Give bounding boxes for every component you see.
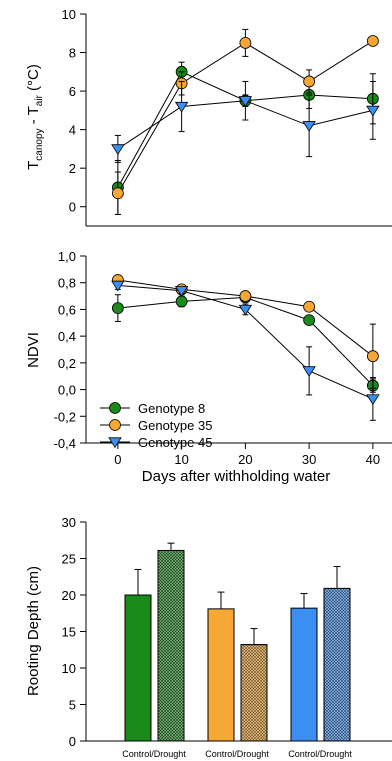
panel-temperature-frame <box>85 14 392 227</box>
1-y-tick-label: 0,4 <box>58 329 76 344</box>
temperature-point-g45 <box>238 96 253 107</box>
temperature-point-g45 <box>302 121 316 132</box>
rooting-depth-y-ticks: 0 5 10 15 20 25 30 <box>62 515 86 749</box>
temperature-point-g35 <box>303 75 316 88</box>
rooting-depth-x-labels: Control/Drought Control/Drought Control/Dr… <box>122 749 352 759</box>
legend-item-g8: Genotype 8 <box>100 401 205 416</box>
ndvi-point-g8 <box>175 295 188 308</box>
ndvi-point-g35 <box>303 300 316 313</box>
panel-ndvi-frame <box>85 256 392 444</box>
ndvi-y-axis-label: NDVI <box>25 332 42 368</box>
legend-item-g45: Genotype 45 <box>100 435 212 450</box>
bar-group1-drought <box>240 628 268 742</box>
temperature-point-g35 <box>366 35 379 47</box>
bar-hatch <box>323 587 351 742</box>
temperature-point-g45 <box>366 105 380 117</box>
0-y-tick-label: 2 <box>69 161 76 176</box>
legend-label: Genotype 35 <box>138 418 212 433</box>
ndvi-x-ticks: 0 10 20 30 40 <box>114 443 380 467</box>
ndvi-point-g45 <box>111 280 125 292</box>
2-y-tick-label: 10 <box>62 661 76 676</box>
bar-group0-drought <box>157 542 185 742</box>
ndvi-point-g8 <box>303 314 316 327</box>
temperature-point-g45 <box>111 144 125 156</box>
ndvi-point-g35 <box>366 350 379 363</box>
ndvi-series-g35 <box>111 274 379 389</box>
1-y-tick-label: 0,0 <box>58 383 76 398</box>
temperature-y-axis-label: Tcanopy - Tair (°C) <box>25 64 45 170</box>
legend-label: Genotype 8 <box>138 401 205 416</box>
ndvi-point-g45 <box>302 366 316 378</box>
temperature-series-g45 <box>111 80 380 163</box>
0-y-tick-label: 8 <box>69 46 76 61</box>
bar-hatch <box>157 549 185 742</box>
ndvi-y-ticks: -0,4 -0,2 0,0 0,2 0,4 0,6 0,8 1,0 <box>54 249 86 451</box>
1-y-tick-label: 0,6 <box>58 302 76 317</box>
legend-marker-g8 <box>109 402 121 414</box>
2-y-tick-label: 15 <box>62 625 76 640</box>
ndvi-x-axis-label: Days after withholding water <box>142 468 330 485</box>
legend-item-g35: Genotype 35 <box>100 418 212 433</box>
bar-group1-control <box>207 591 235 742</box>
ndvi-point-g45 <box>366 394 380 406</box>
ndvi-x-tick-label: 10 <box>174 452 188 467</box>
group-label: Control/Drought <box>288 749 352 759</box>
ndvi-point-g35 <box>239 290 252 302</box>
ndvi-x-tick-label: 40 <box>366 452 380 467</box>
temperature-point-g35 <box>239 37 252 49</box>
ndvi-point-g45 <box>174 286 189 297</box>
1-y-tick-label: -0,4 <box>54 436 76 451</box>
bar-group0-control <box>124 568 152 742</box>
2-y-tick-label: 20 <box>62 588 76 603</box>
temperature-y-ticks: 0 2 4 6 8 10 <box>62 7 86 215</box>
1-y-tick-label: 0,2 <box>58 356 76 371</box>
2-y-tick-label: 0 <box>69 734 76 749</box>
2-y-tick-label: 30 <box>62 515 76 530</box>
bar-group2-control <box>290 593 318 742</box>
panel-temperature: Tcanopy - Tair (°C) 0 2 4 6 8 10 <box>25 7 392 227</box>
ndvi-x-tick-label: 30 <box>302 452 316 467</box>
ndvi-legend: Genotype 8 Genotype 35 Genotype 45 <box>100 401 212 450</box>
rooting-depth-bars <box>124 542 351 742</box>
2-y-tick-label: 25 <box>62 552 76 567</box>
group-label: Control/Drought <box>122 749 186 759</box>
group-label: Control/Drought <box>205 749 269 759</box>
panel-rooting-depth: Rooting Depth (cm) 0 5 10 15 20 25 30 Control/… <box>25 515 392 759</box>
ndvi-point-g8 <box>111 302 124 314</box>
legend-marker-g35 <box>109 419 121 431</box>
ndvi-series-g45 <box>111 280 380 421</box>
ndvi-point-g45 <box>238 304 253 316</box>
bar-group2-drought <box>323 566 351 742</box>
0-y-tick-label: 6 <box>69 84 76 99</box>
0-y-tick-label: 4 <box>69 123 76 138</box>
legend-label: Genotype 45 <box>138 435 212 450</box>
legend-marker-g45 <box>108 437 122 449</box>
bar-control <box>290 607 318 742</box>
0-y-tick-label: 0 <box>69 200 76 215</box>
0-y-tick-label: 10 <box>62 7 76 22</box>
1-y-tick-label: -0,2 <box>54 409 76 424</box>
1-y-tick-label: 1,0 <box>58 249 76 264</box>
rooting-depth-y-axis-label: Rooting Depth (cm) <box>25 566 42 696</box>
2-y-tick-label: 5 <box>69 698 76 713</box>
bar-control <box>207 608 235 742</box>
temperature-point-g45 <box>174 101 189 113</box>
temperature-series <box>111 28 380 215</box>
ndvi-x-tick-label: 0 <box>114 452 121 467</box>
bar-control <box>124 594 152 742</box>
bar-hatch <box>240 644 268 742</box>
ndvi-series <box>111 274 380 421</box>
1-y-tick-label: 0,8 <box>58 276 76 291</box>
temperature-point-g35 <box>111 187 124 200</box>
temperature-series-g35 <box>111 28 379 215</box>
ndvi-x-tick-label: 20 <box>238 452 252 467</box>
panel-ndvi: NDVI Days after withholding water -0,4-0… <box>25 249 392 485</box>
